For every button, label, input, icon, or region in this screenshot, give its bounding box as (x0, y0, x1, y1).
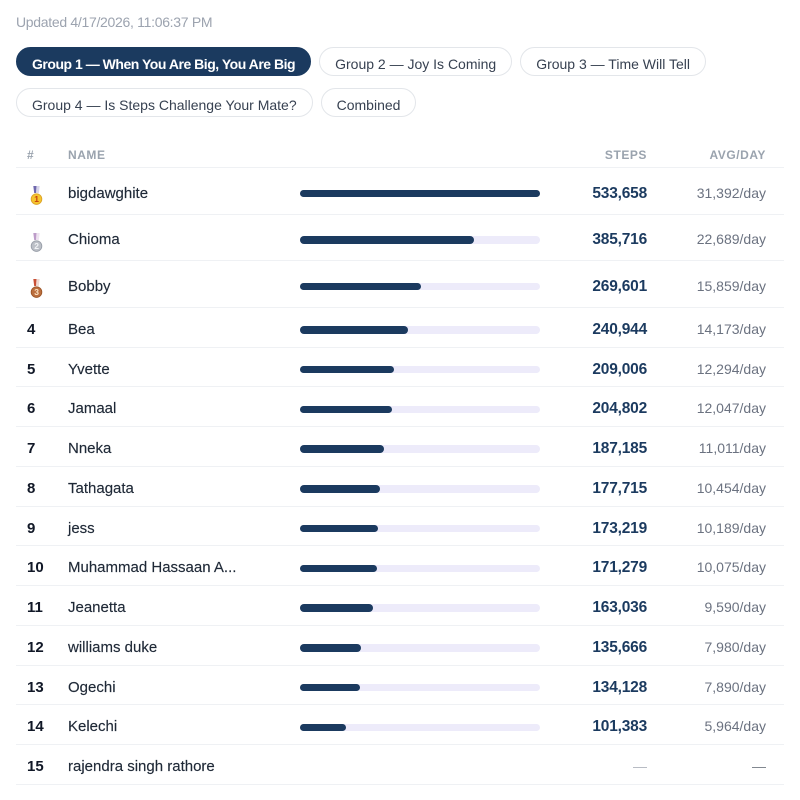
svg-text:3: 3 (34, 288, 39, 298)
svg-text:2: 2 (34, 241, 39, 251)
svg-text:1: 1 (34, 194, 39, 204)
